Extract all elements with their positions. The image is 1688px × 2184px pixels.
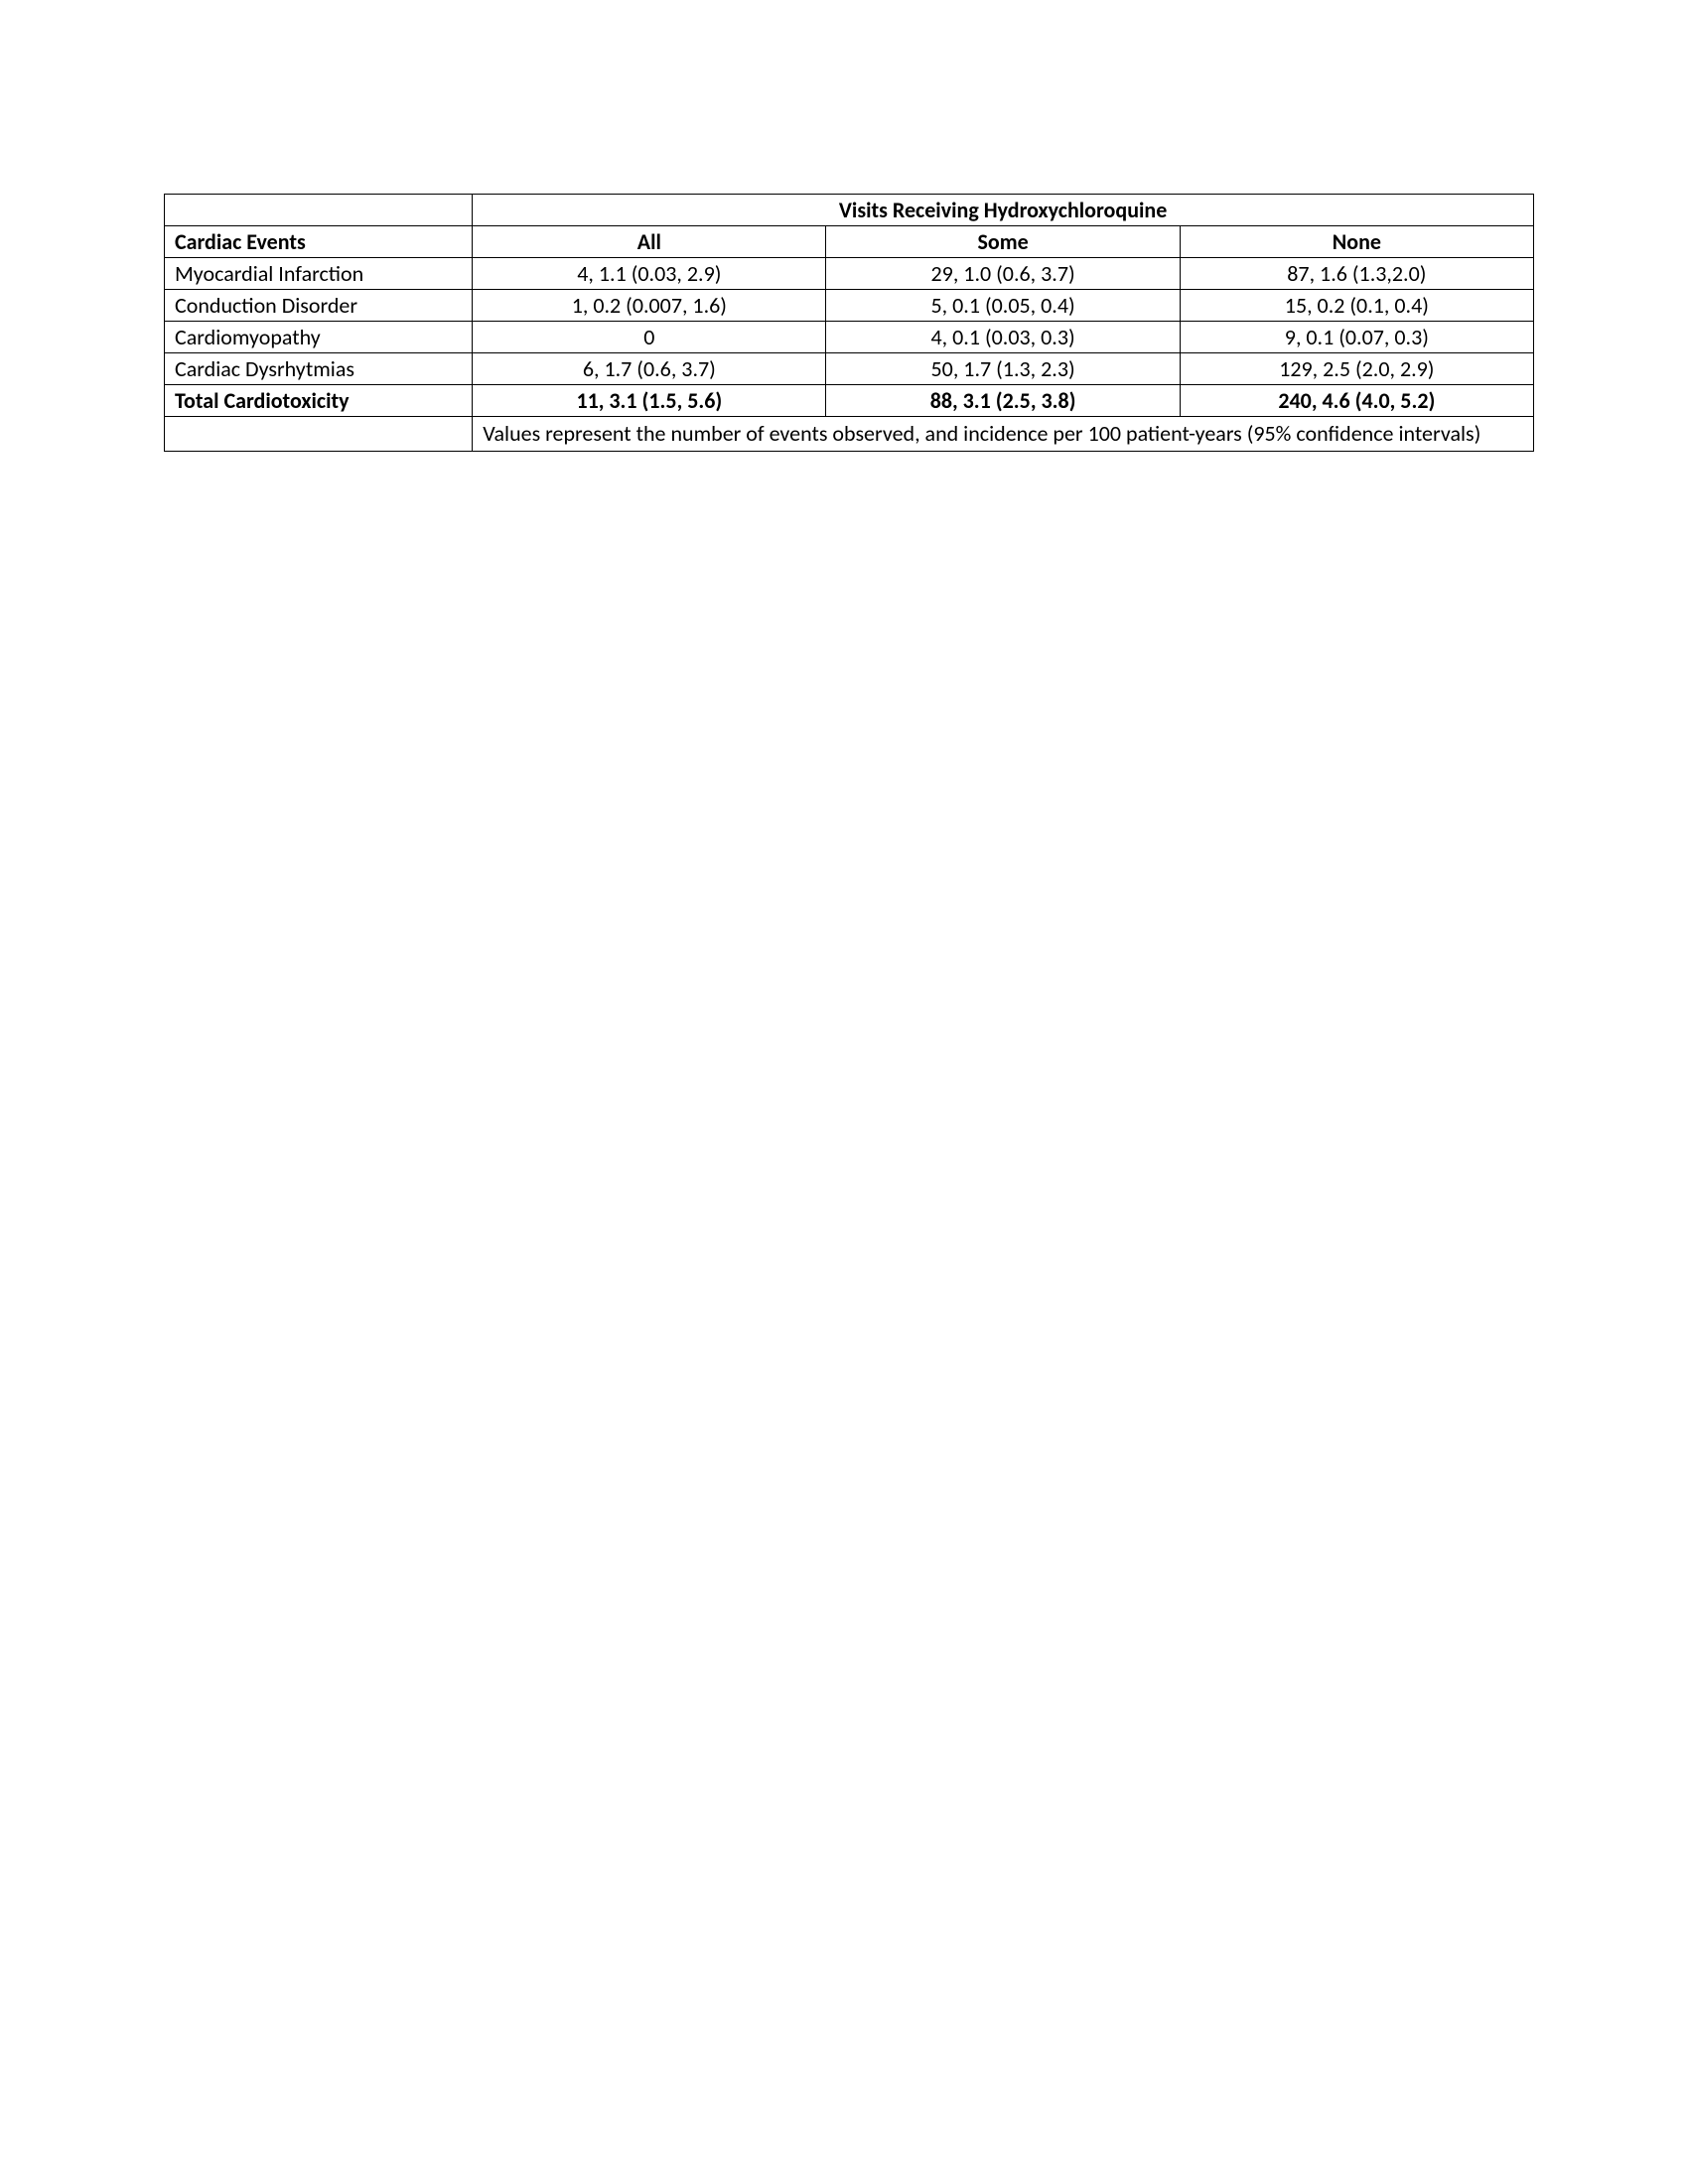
row-label: Myocardial Infarction <box>165 258 473 290</box>
row-cell: 4, 1.1 (0.03, 2.9) <box>473 258 826 290</box>
row-cell: 87, 1.6 (1.3,2.0) <box>1180 258 1533 290</box>
spanning-header: Visits Receiving Hydroxychloroquine <box>473 195 1534 226</box>
cardiac-events-table: Visits Receiving Hydroxychloroquine Card… <box>164 194 1534 452</box>
row-header-label: Cardiac Events <box>165 226 473 258</box>
row-cell: 29, 1.0 (0.6, 3.7) <box>826 258 1180 290</box>
row-label: Total Cardiotoxicity <box>165 385 473 417</box>
row-cell: 5, 0.1 (0.05, 0.4) <box>826 290 1180 322</box>
row-cell: 50, 1.7 (1.3, 2.3) <box>826 353 1180 385</box>
empty-footnote-label <box>165 417 473 452</box>
table-row-total: Total Cardiotoxicity 11, 3.1 (1.5, 5.6) … <box>165 385 1534 417</box>
row-cell: 11, 3.1 (1.5, 5.6) <box>473 385 826 417</box>
col-header-all: All <box>473 226 826 258</box>
row-cell: 88, 3.1 (2.5, 3.8) <box>826 385 1180 417</box>
empty-header-cell <box>165 195 473 226</box>
table-header-row-1: Visits Receiving Hydroxychloroquine <box>165 195 1534 226</box>
table-row: Conduction Disorder 1, 0.2 (0.007, 1.6) … <box>165 290 1534 322</box>
row-cell: 129, 2.5 (2.0, 2.9) <box>1180 353 1533 385</box>
row-cell: 4, 0.1 (0.03, 0.3) <box>826 322 1180 353</box>
row-label: Conduction Disorder <box>165 290 473 322</box>
footnote-text: Values represent the number of events ob… <box>473 417 1534 452</box>
row-cell: 240, 4.6 (4.0, 5.2) <box>1180 385 1533 417</box>
row-label: Cardiac Dysrhytmias <box>165 353 473 385</box>
col-header-none: None <box>1180 226 1533 258</box>
row-cell: 15, 0.2 (0.1, 0.4) <box>1180 290 1533 322</box>
table-row: Myocardial Infarction 4, 1.1 (0.03, 2.9)… <box>165 258 1534 290</box>
row-cell: 0 <box>473 322 826 353</box>
table-footnote-row: Values represent the number of events ob… <box>165 417 1534 452</box>
row-cell: 1, 0.2 (0.007, 1.6) <box>473 290 826 322</box>
table-row: Cardiac Dysrhytmias 6, 1.7 (0.6, 3.7) 50… <box>165 353 1534 385</box>
table-header-row-2: Cardiac Events All Some None <box>165 226 1534 258</box>
col-header-some: Some <box>826 226 1180 258</box>
row-cell: 6, 1.7 (0.6, 3.7) <box>473 353 826 385</box>
row-cell: 9, 0.1 (0.07, 0.3) <box>1180 322 1533 353</box>
table-row: Cardiomyopathy 0 4, 0.1 (0.03, 0.3) 9, 0… <box>165 322 1534 353</box>
row-label: Cardiomyopathy <box>165 322 473 353</box>
